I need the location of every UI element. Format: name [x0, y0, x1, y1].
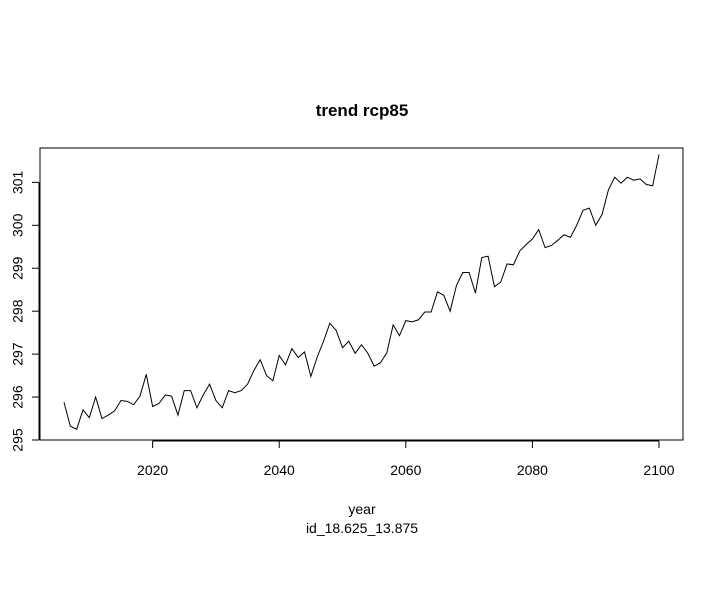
x-tick-label: 2020	[137, 462, 168, 478]
x-tick-label: 2080	[517, 462, 548, 478]
x-tick-label: 2040	[264, 462, 295, 478]
y-tick-label: 296	[10, 385, 26, 409]
x-tick-label: 2100	[643, 462, 674, 478]
x-axis-label: year	[348, 501, 376, 517]
chart-title: trend rcp85	[316, 101, 409, 120]
y-tick-label: 295	[10, 428, 26, 452]
plot-box	[39, 147, 684, 441]
x-axis: 2020 2040 2060 2080 2100	[137, 440, 675, 478]
y-axis: 295 296 297 298 299 300 301	[10, 170, 40, 452]
x-tick-label: 2060	[390, 462, 421, 478]
series-line	[63, 154, 660, 430]
y-tick-label: 297	[10, 342, 26, 366]
y-tick-label: 299	[10, 256, 26, 280]
x-axis-sublabel: id_18.625_13.875	[306, 520, 418, 536]
y-tick-label: 300	[10, 213, 26, 237]
y-tick-label: 298	[10, 299, 26, 323]
y-tick-label: 301	[10, 170, 26, 194]
